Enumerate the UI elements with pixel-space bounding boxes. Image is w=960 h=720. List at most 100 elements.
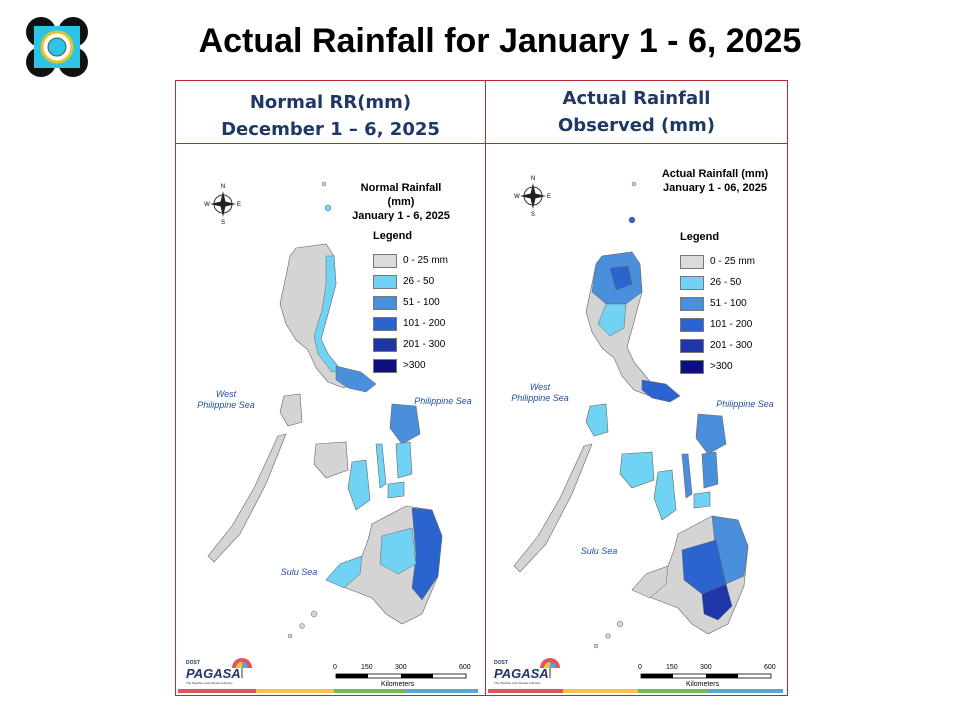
philippine-sea-label: Philippine Sea <box>414 396 472 406</box>
svg-text:N: N <box>221 184 225 190</box>
slide-title: Actual Rainfall for January 1 - 6, 2025 <box>198 22 802 60</box>
legend-label: >300 <box>710 361 733 372</box>
legend-item: >300 <box>680 356 755 377</box>
svg-text:S: S <box>221 220 225 226</box>
cebu-island <box>681 453 693 499</box>
west-philippine-sea-label: West Philippine Sea <box>197 389 255 410</box>
agency-tagline: The Weather and Climate Authority <box>494 681 541 685</box>
luzon-island <box>279 243 352 389</box>
scale-bar-unit: Kilometers <box>381 681 415 688</box>
scale-bar-ticks: 0 150 300 600 <box>638 664 776 671</box>
right-header-line1: Actual Rainfall <box>562 88 711 109</box>
scale-bar <box>335 673 467 679</box>
pagasa-agency-logo: DOST PAGASA The Weather and Climate Auth… <box>494 658 564 688</box>
mindoro-island <box>585 403 609 437</box>
panel-divider <box>485 81 486 695</box>
actual-map-legend: Legend 0 - 25 mm 26 - 50 51 - 100 101 - … <box>680 231 755 377</box>
actual-rainfall-panel: N S W E <box>486 144 786 695</box>
scale-bar <box>640 673 772 679</box>
legend-swatch <box>373 295 397 310</box>
legend-swatch <box>373 253 397 268</box>
legend-label: 51 - 100 <box>710 298 747 309</box>
pagasa-agency-logo: DOST PAGASA The Weather and Climate Auth… <box>186 658 256 688</box>
legend-label: 0 - 25 mm <box>403 255 449 266</box>
cebu-island <box>375 443 387 489</box>
legend-label: 101 - 200 <box>710 319 753 330</box>
legend-label: 0 - 25 mm <box>710 256 756 267</box>
legend-label: >300 <box>403 360 426 371</box>
bicol-region <box>335 365 377 393</box>
sulu-sea-label: Sulu Sea <box>280 567 318 577</box>
normal-map-title-line2: January 1 - 6, 2025 <box>352 210 450 222</box>
zamboanga-peninsula <box>631 565 669 599</box>
legend-label: 26 - 50 <box>710 277 742 288</box>
legend-swatch <box>680 338 704 353</box>
legend-swatch <box>373 337 397 352</box>
philippine-sea-label: Philippine Sea <box>716 399 774 409</box>
normal-map-title: Normal Rainfall (mm) January 1 - 6, 2025 <box>346 181 456 223</box>
panay-island <box>619 451 655 489</box>
cordillera-zone <box>609 265 633 291</box>
right-panel-header: Actual Rainfall Observed (mm) <box>486 85 787 139</box>
svg-text:N: N <box>531 176 535 182</box>
mindanao-south-zone <box>701 583 733 621</box>
negros-island <box>347 459 371 511</box>
pagasa-umbrella-icon <box>540 658 560 678</box>
left-header-line1: Normal RR(mm) <box>249 92 412 113</box>
legend-swatch <box>680 275 704 290</box>
compass-rose-icon <box>210 191 236 217</box>
scale-bar-unit: Kilometers <box>686 681 720 688</box>
legend-item: 26 - 50 <box>680 272 755 293</box>
agency-tagline: The Weather and Climate Authority <box>186 681 233 685</box>
legend-label: 201 - 300 <box>403 339 446 350</box>
samar-island <box>695 413 727 455</box>
legend-label: 26 - 50 <box>403 276 435 287</box>
legend-swatch <box>680 296 704 311</box>
compass-rose-icon <box>520 183 546 209</box>
sulu-sea-label: Sulu Sea <box>580 546 618 556</box>
agency-name: PAGASA <box>186 666 241 681</box>
mindanao-central-zone <box>379 527 417 575</box>
normal-rainfall-map: N S W E <box>178 181 478 693</box>
legend-item: 26 - 50 <box>373 271 448 292</box>
zamboanga-peninsula <box>325 555 363 589</box>
legend-swatch <box>373 274 397 289</box>
actual-map-title-line1: Actual Rainfall (mm) <box>661 168 769 180</box>
leyte-island <box>395 441 413 479</box>
svg-text:E: E <box>237 202 241 208</box>
svg-text:W: W <box>204 202 210 208</box>
legend-item: 51 - 100 <box>373 292 448 313</box>
leyte-island <box>701 451 719 489</box>
legend-item: 101 - 200 <box>680 314 755 335</box>
normal-map-legend: Legend 0 - 25 mm 26 - 50 51 - 100 101 - … <box>373 230 448 376</box>
normal-rainfall-panel: N S W E <box>176 144 478 695</box>
legend-title: Legend <box>680 231 720 243</box>
agency-prefix: DOST <box>186 660 200 666</box>
mindoro-island <box>279 393 303 427</box>
pagasa-umbrella-icon <box>232 658 252 678</box>
left-header-line2: December 1 – 6, 2025 <box>221 119 440 140</box>
negros-island <box>653 469 677 521</box>
actual-rainfall-map: N S W E <box>488 176 783 693</box>
bicol-region <box>641 379 681 403</box>
actual-map-title-line2: January 1 - 06, 2025 <box>663 182 767 194</box>
west-philippine-sea-label: West Philippine Sea <box>511 382 569 403</box>
actual-map-title: Actual Rainfall (mm) January 1 - 06, 202… <box>660 167 770 195</box>
bohol-island <box>693 491 711 509</box>
legend-swatch <box>680 359 704 374</box>
legend-label: 101 - 200 <box>403 318 446 329</box>
legend-swatch <box>373 358 397 373</box>
legend-label: 201 - 300 <box>710 340 753 351</box>
legend-swatch <box>680 254 704 269</box>
legend-item: 0 - 25 mm <box>373 250 448 271</box>
legend-item: 201 - 300 <box>373 334 448 355</box>
agency-prefix: DOST <box>494 660 508 666</box>
legend-label: 51 - 100 <box>403 297 440 308</box>
legend-swatch <box>680 317 704 332</box>
svg-text:W: W <box>514 194 520 200</box>
samar-island <box>389 403 421 445</box>
pagasa-seal-logo <box>26 17 88 77</box>
bohol-island <box>387 481 405 499</box>
legend-item: 201 - 300 <box>680 335 755 356</box>
panay-island <box>313 441 349 479</box>
